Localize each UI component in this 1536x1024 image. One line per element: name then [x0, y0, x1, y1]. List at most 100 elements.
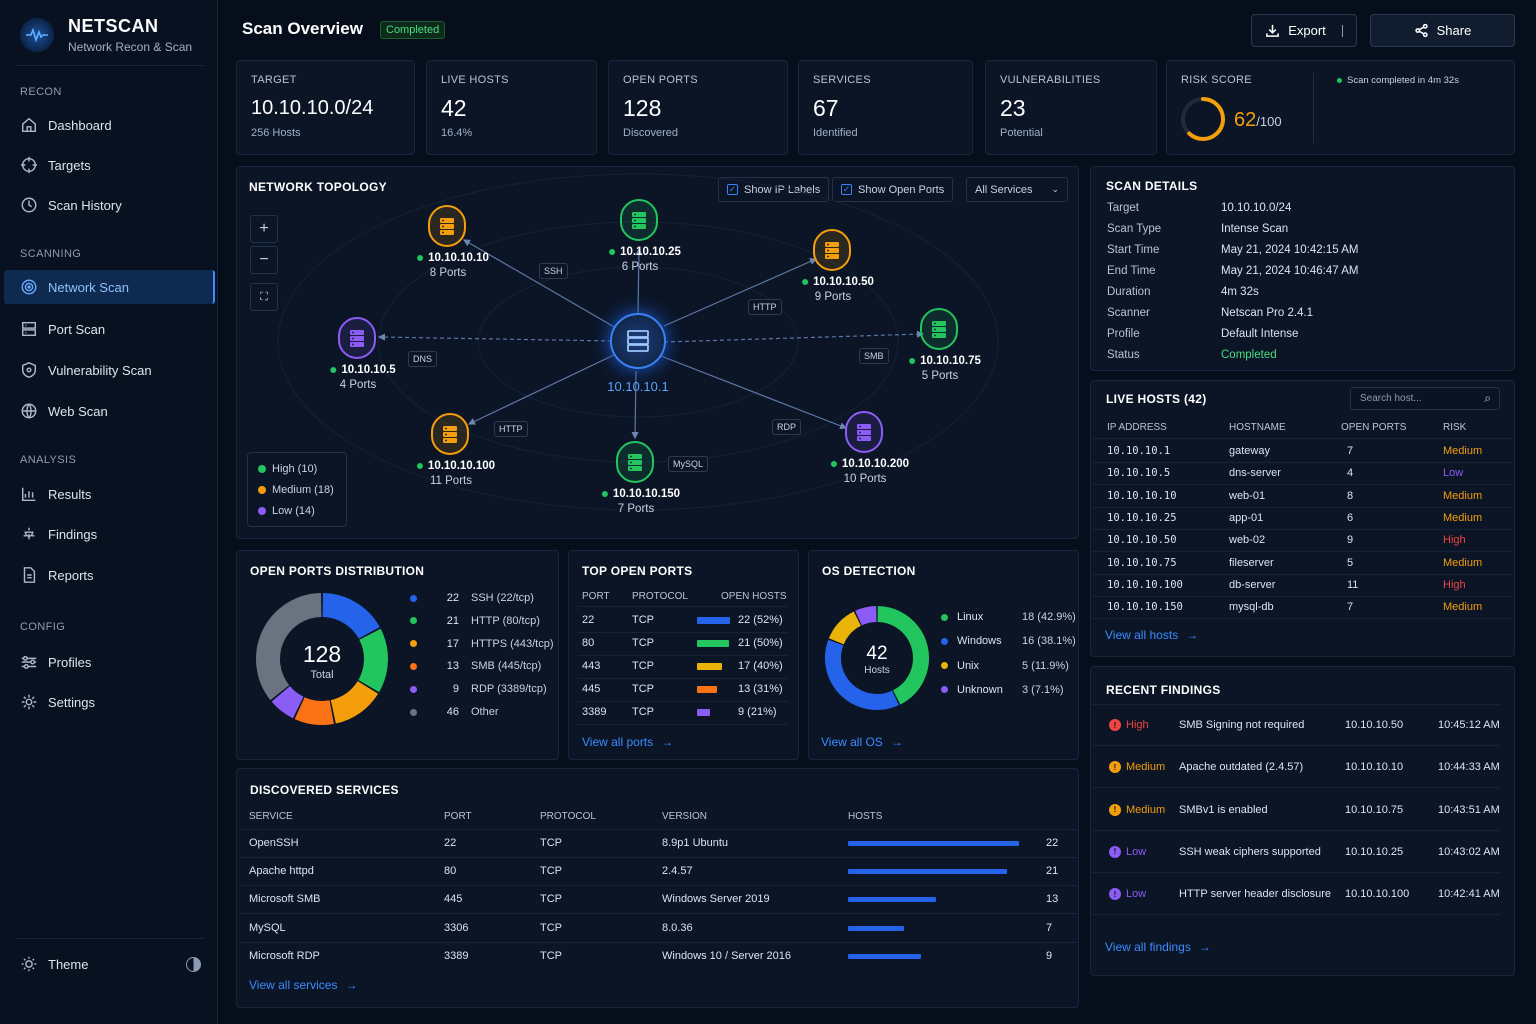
section-label-scanning: SCANNING — [20, 248, 82, 260]
sidebar-item-reports[interactable]: Reports — [4, 558, 215, 592]
node-ip-text: 10.10.10.50 — [813, 276, 874, 288]
host-ip[interactable]: 10.10.10.5 — [1107, 467, 1171, 480]
sidebar-item-results[interactable]: Results — [4, 477, 215, 511]
finding-title[interactable]: HTTP server header disclosure — [1179, 888, 1332, 901]
brand[interactable]: NETSCAN Network Recon & Scan — [20, 16, 192, 54]
host-ip[interactable]: 10.10.10.100 — [1107, 578, 1183, 591]
share-button[interactable]: Share — [1370, 14, 1515, 47]
view-all-ports-link[interactable]: View all ports → — [582, 735, 673, 749]
info-icon: ! — [1109, 888, 1121, 901]
legend-label: Low (14) — [272, 505, 315, 517]
finding-title[interactable]: SMBv1 is enabled — [1179, 803, 1268, 816]
status-dot — [830, 460, 837, 467]
finding-ip: 10.10.10.10 — [1345, 761, 1404, 774]
sidebar-item-scan-history[interactable]: Scan History — [4, 188, 215, 222]
sidebar-item-web-scan[interactable]: Web Scan — [4, 394, 215, 428]
host-ip[interactable]: 10.10.10.1 — [1107, 445, 1171, 457]
stat-value: 10.10.10.0/24 — [251, 97, 374, 119]
divider — [1092, 462, 1513, 463]
sidebar-item-settings[interactable]: Settings — [4, 685, 215, 719]
theme-toggle[interactable]: Theme — [4, 947, 215, 981]
risk-badge: Medium — [1443, 489, 1483, 502]
host-node[interactable] — [620, 199, 658, 241]
export-button[interactable]: Export — [1251, 14, 1357, 47]
finding-title[interactable]: SSH weak ciphers supported — [1179, 845, 1321, 858]
legend-dot — [941, 637, 948, 645]
info-icon: ! — [1109, 845, 1121, 858]
sidebar-item-dashboard[interactable]: Dashboard — [4, 108, 215, 142]
node-ports: 9 Ports — [814, 291, 852, 303]
sidebar-item-profiles[interactable]: Profiles — [4, 645, 215, 679]
legend-count: 17 — [446, 637, 459, 650]
link-label: View all services — [249, 978, 338, 992]
sidebar-item-findings[interactable]: Findings — [4, 517, 215, 551]
node-ip: 10.10.10.50 — [802, 276, 874, 288]
view-all-findings-link[interactable]: View all findings → — [1105, 940, 1211, 954]
host-node[interactable] — [813, 229, 851, 271]
host-node[interactable] — [920, 308, 958, 350]
host-node[interactable] — [431, 413, 469, 455]
divider — [238, 829, 1077, 830]
stat-sub: Potential — [1000, 127, 1043, 139]
arrow-right-icon: → — [661, 735, 674, 749]
finding-time: 10:43:51 AM — [1438, 803, 1500, 816]
os-donut-chart — [825, 606, 929, 710]
column-header: PROTOCOL — [540, 811, 596, 822]
service-hosts: 22 — [1046, 837, 1059, 849]
legend-dot — [410, 640, 417, 648]
node-ports: 6 Ports — [621, 261, 659, 273]
legend-count: 21 — [446, 614, 459, 627]
service-port: 80 — [444, 865, 457, 878]
host-node[interactable] — [338, 317, 376, 359]
stat-card-services: SERVICES 67 Identified — [798, 60, 973, 155]
show-ip-labels-checkbox[interactable]: ✓ Show IP Labels — [718, 177, 830, 202]
stat-value: 42 — [441, 95, 467, 121]
service-filter-dropdown[interactable]: All Services ⌄ — [966, 177, 1068, 202]
legend-item: 46 Other — [410, 706, 499, 718]
section-title: LIVE HOSTS (42) — [1106, 392, 1207, 406]
section-label-config: CONFIG — [20, 621, 66, 633]
donut-total: 128 — [302, 641, 342, 667]
globe-icon — [21, 403, 37, 419]
sidebar-item-network-scan[interactable]: Network Scan — [4, 270, 215, 304]
legend-count: 13 — [446, 660, 459, 673]
host-name: mysql-db — [1229, 601, 1274, 614]
moon-icon[interactable] — [186, 957, 201, 972]
host-open-ports: 7 — [1347, 445, 1354, 457]
finding-title[interactable]: Apache outdated (2.4.57) — [1179, 761, 1304, 774]
zoom-in-button[interactable]: + — [250, 215, 278, 243]
view-all-os-link[interactable]: View all OS → — [821, 735, 903, 749]
finding-ip: 10.10.10.50 — [1345, 719, 1404, 731]
central-router-node[interactable] — [610, 313, 666, 369]
host-ip[interactable]: 10.10.10.50 — [1107, 534, 1177, 547]
view-all-hosts-link[interactable]: View all hosts → — [1105, 628, 1198, 642]
sidebar-item-label: Web Scan — [48, 403, 108, 419]
sidebar-item-vulnerability-scan[interactable]: Vulnerability Scan — [4, 353, 215, 387]
sun-icon — [21, 956, 37, 972]
host-node[interactable] — [428, 205, 466, 247]
host-node[interactable] — [845, 411, 883, 453]
share-label: Share — [1436, 23, 1472, 38]
divider — [1092, 595, 1513, 597]
link-label: View all findings — [1105, 940, 1191, 954]
host-node[interactable] — [616, 441, 654, 483]
zoom-out-button[interactable]: − — [250, 246, 278, 274]
port-protocol: TCP — [632, 706, 654, 718]
sidebar-item-port-scan[interactable]: Port Scan — [4, 312, 215, 346]
host-ip[interactable]: 10.10.10.150 — [1107, 601, 1183, 614]
sidebar-item-targets[interactable]: Targets — [4, 148, 215, 182]
view-all-services-link[interactable]: View all services → — [249, 978, 357, 992]
search-input[interactable]: Search host... ⌕ — [1350, 387, 1500, 410]
arrow-right-icon: → — [1186, 628, 1199, 642]
finding-title[interactable]: SMB Signing not required — [1179, 719, 1305, 731]
detail-key: Target — [1107, 202, 1139, 214]
severity-badge: ! Medium — [1109, 761, 1165, 774]
host-ip[interactable]: 10.10.10.25 — [1107, 511, 1177, 524]
divider — [1092, 829, 1500, 831]
fit-view-icon[interactable]: ⛶ — [250, 283, 278, 311]
show-open-ports-checkbox[interactable]: ✓ Show Open Ports — [832, 177, 954, 202]
host-ip[interactable]: 10.10.10.10 — [1107, 489, 1177, 502]
service-port: 445 — [444, 893, 463, 906]
host-ip[interactable]: 10.10.10.75 — [1107, 556, 1177, 569]
service-port: 22 — [444, 837, 457, 849]
